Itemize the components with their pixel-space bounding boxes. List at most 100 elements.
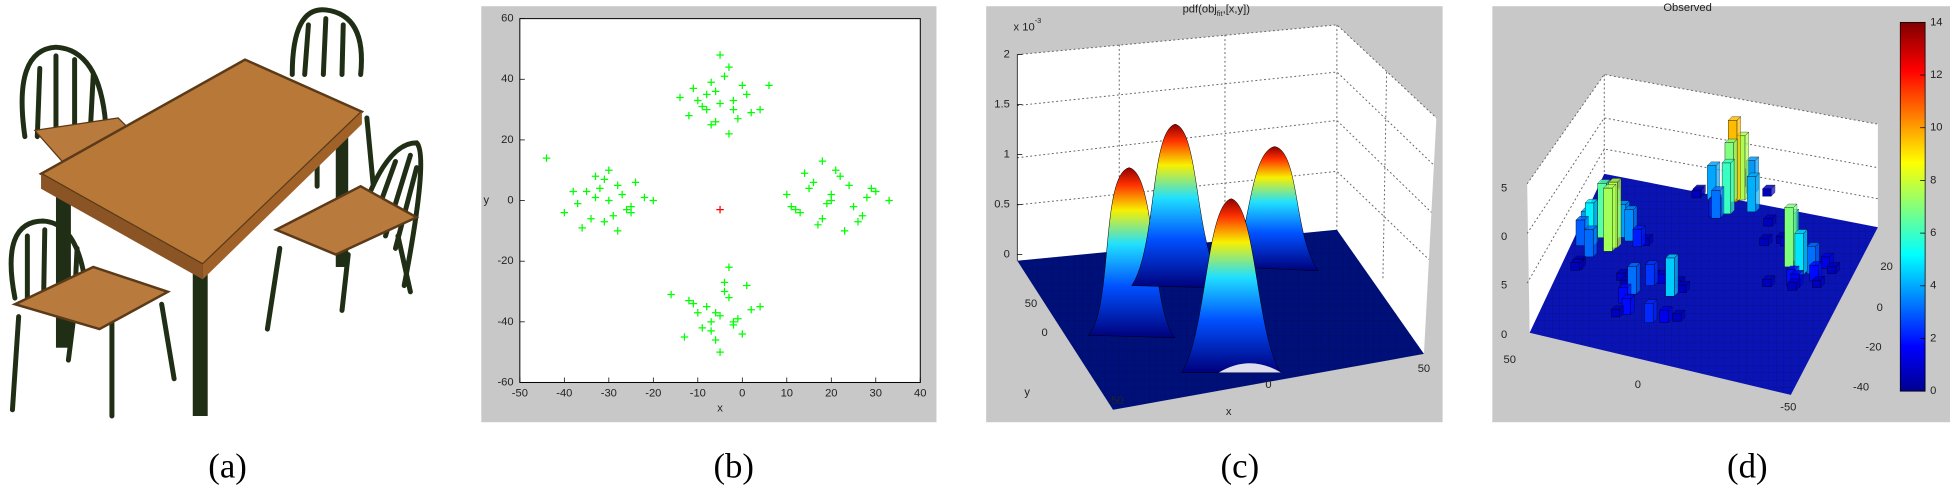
point (605, 196, 613, 205)
surface-plot: pdf(objfit,[x,y]) x 10-3 x y 0 0.5 1 1.5 2 0 5… (994, 3, 1430, 418)
bar3d-bars (1570, 116, 1841, 324)
point (734, 114, 742, 123)
bar-face (1624, 209, 1634, 242)
point (800, 169, 809, 177)
bar-side (1593, 225, 1598, 258)
point (680, 333, 689, 341)
point (685, 296, 693, 305)
x-tick-label: -10 (690, 388, 706, 400)
point (707, 121, 715, 129)
bar-face (1827, 266, 1837, 274)
point (756, 302, 764, 311)
x-tick-label: 50 (1504, 354, 1516, 366)
point (685, 111, 693, 120)
chart-title: Observed (1663, 2, 1711, 14)
point (711, 336, 720, 344)
bar-side (1579, 258, 1584, 271)
point (609, 211, 618, 220)
point (716, 348, 724, 356)
point (783, 190, 791, 199)
bar-side (1685, 280, 1690, 293)
caption: (b) (713, 446, 754, 485)
z-tick-label: 2 (1004, 49, 1010, 61)
bar-side (1772, 214, 1777, 227)
point (729, 105, 738, 114)
x-tick-label: 0 (1635, 379, 1641, 391)
x-tick-label: 30 (870, 388, 882, 400)
z-tick-label: 1.5 (994, 99, 1010, 111)
bar-side (1755, 172, 1760, 213)
bar-face (1677, 284, 1687, 293)
point (676, 93, 684, 102)
point (872, 187, 880, 196)
point (640, 193, 649, 202)
bar-face (1691, 190, 1701, 199)
x-tick-label: -50 (1780, 401, 1796, 413)
caption: (c) (1221, 446, 1260, 485)
point (702, 90, 711, 99)
bar-side (1730, 158, 1735, 215)
scatter-plot: -50 -40 -30 -20 -10 0 10 20 30 40 -60 -40 -20 0 20 40 60… (483, 13, 926, 415)
bar-face (1603, 187, 1613, 252)
y-tick-label: 40 (501, 73, 513, 85)
x-tick-label: -30 (601, 388, 617, 400)
bar-side (1768, 233, 1773, 246)
point (698, 102, 706, 111)
point (743, 90, 751, 99)
x-tick-label: 0 (739, 388, 745, 400)
point (738, 330, 747, 338)
point (765, 81, 773, 90)
point (845, 181, 853, 190)
point (720, 287, 729, 296)
bar-face (1672, 313, 1682, 322)
z-tick-label: 0 (1501, 231, 1507, 243)
point (734, 315, 742, 323)
point (823, 199, 831, 208)
point (725, 293, 733, 302)
x-tick-label: 40 (914, 388, 926, 400)
bar-face (1784, 207, 1794, 268)
point (854, 218, 862, 226)
bar-side (1636, 262, 1641, 295)
point (627, 208, 635, 217)
point (716, 51, 724, 59)
y-axis-label: y (483, 195, 489, 207)
y-axis-label: y (1024, 386, 1030, 398)
y-tick-label: 0 (507, 195, 513, 207)
point (560, 208, 569, 217)
y-tick-label: -60 (497, 376, 513, 388)
point (849, 202, 858, 211)
chart-title: pdf(objfit,[x,y]) (1183, 3, 1251, 18)
z-tick-label: 0 (1004, 249, 1010, 261)
point (702, 105, 711, 114)
point (582, 187, 591, 196)
point (743, 281, 751, 290)
bar-side (1720, 186, 1725, 219)
point (796, 208, 804, 217)
point (613, 227, 622, 235)
bar-face (1787, 282, 1797, 291)
point (613, 181, 622, 190)
x-tick-label: 0 (1265, 379, 1271, 391)
point (707, 78, 715, 87)
y-tick-label: -40 (497, 316, 513, 328)
colorbar-tick-label: 14 (1930, 16, 1942, 28)
title-part: pdf(obj (1183, 3, 1217, 15)
y-tick-label: 20 (1880, 261, 1892, 273)
bar-face (1762, 188, 1772, 197)
z-tick-label: 0 (1501, 329, 1507, 341)
colorbar-tick-label: 6 (1930, 227, 1936, 239)
z-tick-label: 1 (1004, 149, 1010, 161)
point (667, 290, 675, 299)
y-tick-label: -20 (497, 255, 513, 267)
bar-face (1632, 228, 1642, 248)
point (707, 318, 715, 326)
point (747, 108, 755, 117)
point (885, 196, 893, 205)
bar-face (1762, 279, 1772, 287)
bar-face (1575, 219, 1585, 246)
bar-side (1700, 186, 1705, 199)
point (649, 196, 658, 205)
